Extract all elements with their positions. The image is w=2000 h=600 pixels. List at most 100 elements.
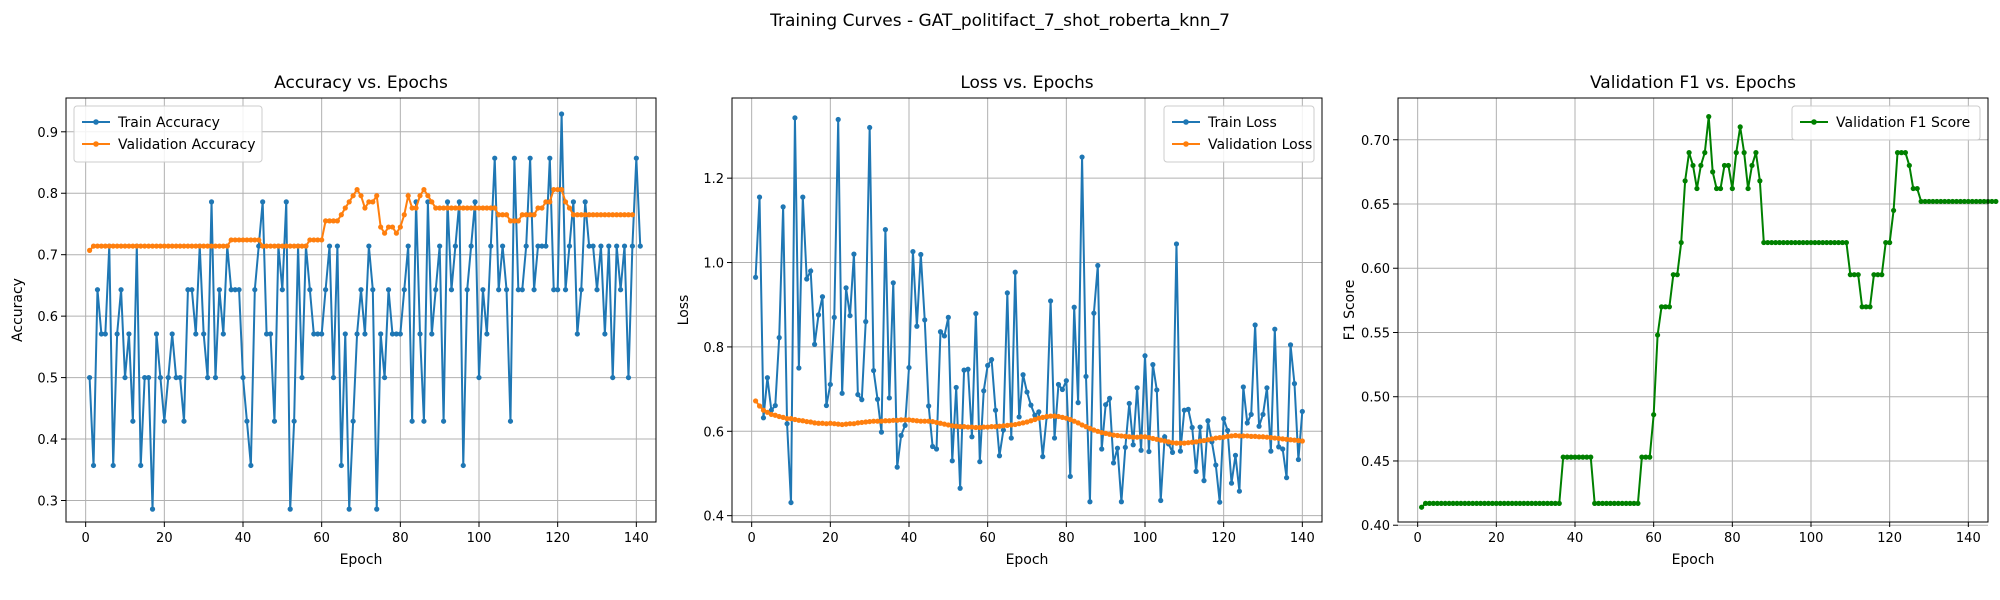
data-point bbox=[1264, 434, 1270, 440]
data-point bbox=[1686, 150, 1692, 156]
data-point bbox=[867, 418, 873, 425]
data-point bbox=[965, 366, 971, 372]
y-tick-label: 0.65 bbox=[1361, 198, 1390, 213]
data-point bbox=[827, 381, 833, 388]
y-axis-label: Accuracy bbox=[10, 278, 26, 342]
data-point bbox=[102, 331, 108, 337]
data-point bbox=[1906, 162, 1912, 169]
data-point bbox=[480, 287, 486, 293]
data-point bbox=[464, 205, 470, 211]
data-point bbox=[232, 287, 238, 293]
data-point bbox=[768, 407, 774, 413]
data-point bbox=[295, 243, 301, 249]
data-point bbox=[1099, 429, 1105, 436]
data-point bbox=[914, 323, 920, 329]
data-point bbox=[1016, 421, 1022, 427]
data-point bbox=[1280, 446, 1286, 452]
data-point bbox=[130, 243, 136, 249]
data-point bbox=[1694, 185, 1700, 192]
data-point bbox=[173, 243, 179, 249]
data-point bbox=[350, 418, 356, 424]
data-point bbox=[1122, 433, 1128, 439]
data-point bbox=[831, 314, 837, 320]
data-point bbox=[1961, 198, 1967, 205]
data-point bbox=[1107, 431, 1113, 437]
data-point bbox=[1197, 424, 1203, 430]
x-tick-label: 120 bbox=[545, 531, 570, 546]
data-point bbox=[839, 390, 845, 396]
data-point bbox=[448, 205, 455, 211]
data-point bbox=[452, 243, 458, 249]
figure-title: Training Curves - GAT_politifact_7_shot_… bbox=[769, 11, 1230, 31]
data-point bbox=[1655, 332, 1661, 338]
data-point bbox=[792, 416, 798, 423]
data-point bbox=[949, 423, 955, 429]
data-point bbox=[118, 243, 124, 249]
data-point bbox=[547, 199, 553, 205]
x-tick-label: 0 bbox=[748, 531, 756, 546]
data-point bbox=[780, 414, 786, 420]
data-point bbox=[981, 388, 987, 394]
data-point bbox=[157, 374, 163, 381]
data-point bbox=[559, 111, 565, 117]
data-point bbox=[890, 280, 896, 286]
series-line bbox=[1420, 116, 1996, 508]
data-point bbox=[472, 199, 478, 205]
data-point bbox=[1201, 437, 1207, 444]
data-point bbox=[433, 205, 439, 211]
data-point bbox=[610, 212, 616, 218]
data-point bbox=[393, 230, 399, 236]
data-point bbox=[1146, 435, 1152, 441]
data-point bbox=[874, 396, 881, 402]
data-point bbox=[926, 403, 932, 409]
x-tick-label: 40 bbox=[235, 531, 252, 546]
data-point bbox=[1839, 239, 1846, 246]
data-point bbox=[1887, 239, 1893, 246]
data-point bbox=[843, 421, 849, 427]
data-point bbox=[859, 419, 865, 426]
data-point bbox=[535, 243, 541, 249]
x-tick-label: 140 bbox=[1956, 531, 1981, 546]
x-tick-label: 80 bbox=[1058, 531, 1075, 546]
y-tick-label: 0.60 bbox=[1361, 262, 1390, 277]
data-point bbox=[291, 418, 297, 424]
data-point bbox=[1020, 420, 1026, 426]
data-point bbox=[930, 418, 936, 425]
data-point bbox=[271, 243, 278, 249]
data-point bbox=[1103, 430, 1109, 436]
data-point bbox=[1284, 436, 1290, 442]
data-point bbox=[562, 199, 569, 205]
chart-panel-1: 0 20 40 60 80 100 120 140 0.3 0.4 0.5 0.6 0.7 0.8 0.9 A… bbox=[10, 73, 657, 568]
data-point bbox=[153, 331, 160, 337]
data-point bbox=[315, 331, 321, 337]
data-point bbox=[126, 243, 132, 249]
data-point bbox=[1130, 434, 1136, 440]
data-point bbox=[756, 403, 763, 409]
data-point bbox=[1000, 423, 1007, 429]
data-point bbox=[1134, 434, 1140, 440]
data-point bbox=[421, 418, 427, 424]
data-point bbox=[1537, 500, 1543, 506]
data-point bbox=[1008, 422, 1014, 428]
data-point bbox=[768, 411, 774, 418]
data-point bbox=[496, 212, 502, 218]
data-point bbox=[922, 418, 928, 424]
data-point bbox=[1419, 504, 1425, 510]
data-point bbox=[1095, 428, 1101, 434]
data-point bbox=[1670, 272, 1676, 278]
data-point bbox=[181, 418, 187, 424]
data-point bbox=[208, 243, 215, 249]
data-point bbox=[193, 331, 199, 337]
data-point bbox=[98, 331, 104, 337]
x-tick-label: 140 bbox=[1290, 531, 1315, 546]
data-point bbox=[429, 199, 435, 205]
data-point bbox=[945, 422, 951, 428]
data-point bbox=[855, 420, 861, 426]
data-point bbox=[1816, 239, 1822, 246]
data-point bbox=[437, 243, 443, 249]
x-tick-label: 100 bbox=[1799, 531, 1824, 546]
data-point bbox=[480, 205, 486, 211]
data-point bbox=[1130, 442, 1136, 448]
data-point bbox=[271, 418, 278, 424]
data-point bbox=[1142, 353, 1148, 359]
